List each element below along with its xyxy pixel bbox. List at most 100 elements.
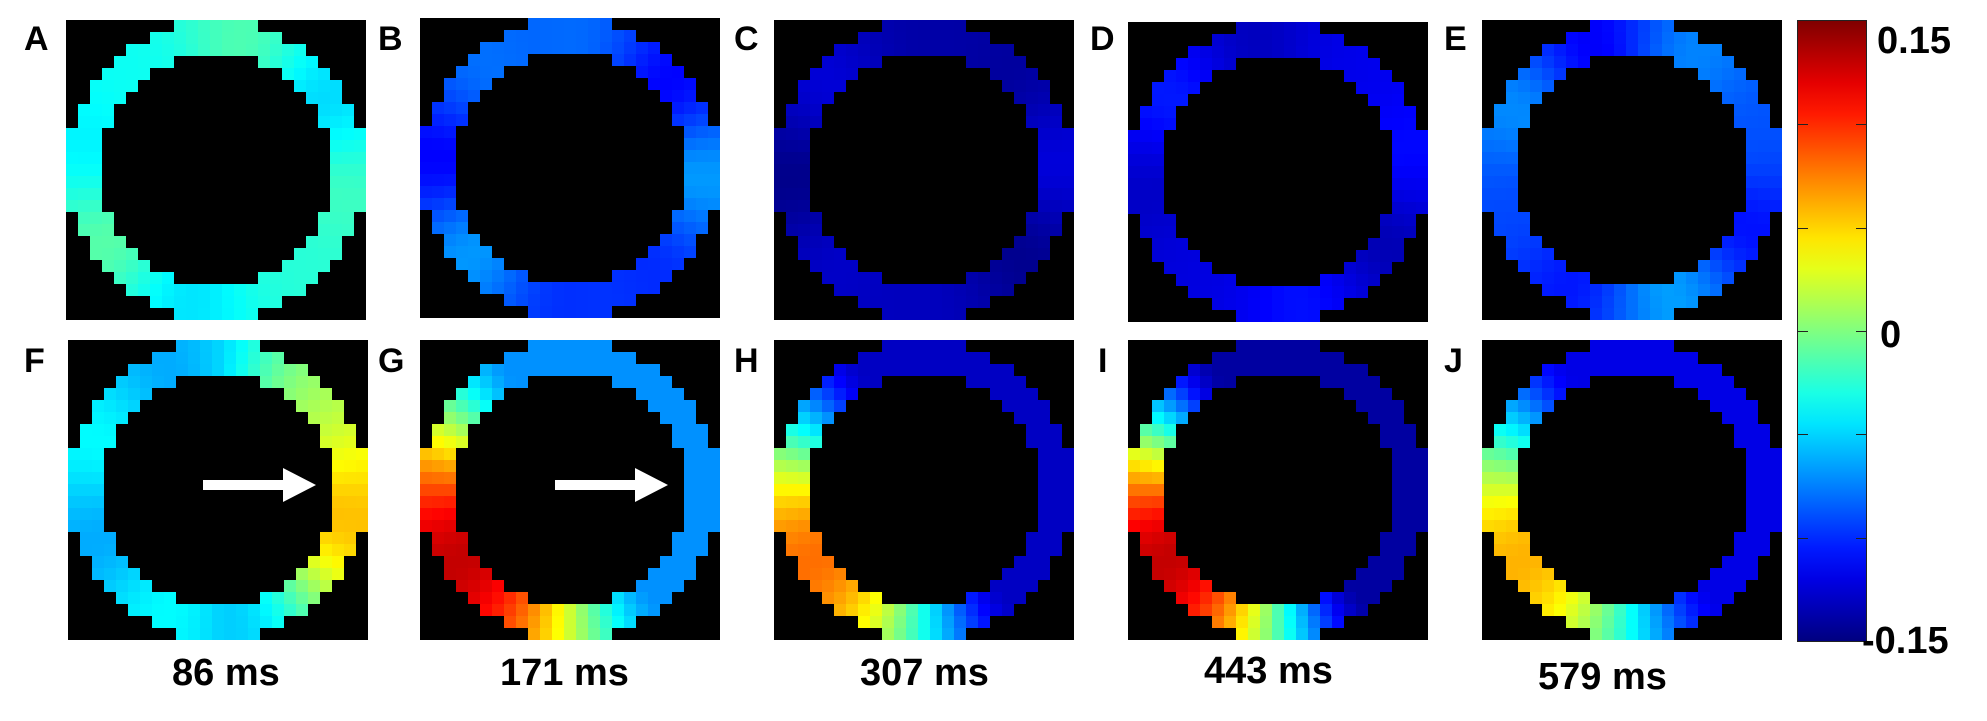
ring-pixel [684,532,696,544]
ring-pixel [234,308,246,320]
ring-pixel [420,126,432,138]
ring-pixel [1152,250,1164,262]
ring-pixel [320,412,332,424]
ring-pixel [1152,496,1164,508]
ring-pixel [1062,508,1074,520]
ring-pixel [176,628,188,640]
ring-pixel [846,260,858,272]
ring-pixel [1482,472,1494,484]
ring-pixel [1002,248,1014,260]
ring-pixel [822,400,834,412]
ring-pixel [270,296,282,308]
ring-pixel [444,78,456,90]
ring-pixel [1614,340,1626,352]
ring-pixel [1344,58,1356,70]
ring-pixel [870,352,882,364]
ring-pixel [1344,286,1356,298]
ring-pixel [648,282,660,294]
ring-pixel [810,388,822,400]
ring-pixel [1734,532,1746,544]
ring-pixel [648,246,660,258]
ring-pixel [1530,580,1542,592]
ring-pixel [420,508,432,520]
ring-pixel [1128,496,1140,508]
ring-pixel [708,138,720,150]
ring-pixel [272,592,284,604]
ring-pixel [810,92,822,104]
ring-pixel [342,224,354,236]
ring-pixel [1224,352,1236,364]
ring-pixel [1674,32,1686,44]
ring-pixel [1650,616,1662,628]
ring-pixel [822,580,834,592]
ring-pixel [1626,296,1638,308]
ring-pixel [1026,568,1038,580]
ring-pixel [1554,44,1566,56]
ring-pixel [1152,214,1164,226]
ring-pixel [1542,68,1554,80]
ring-pixel [1638,284,1650,296]
ring-pixel [1062,164,1074,176]
ring-pixel [516,376,528,388]
ring-pixel [188,628,200,640]
ring-pixel [858,376,870,388]
ring-pixel [1518,556,1530,568]
ring-pixel [1368,274,1380,286]
ring-pixel [774,128,786,140]
ring-pixel [576,294,588,306]
ring-pixel [356,520,368,532]
ring-pixel [672,532,684,544]
ring-pixel [356,496,368,508]
ring-pixel [480,604,492,616]
ring-pixel [68,520,80,532]
ring-pixel [1038,248,1050,260]
ring-pixel [1296,46,1308,58]
panel-label-i: I [1098,342,1108,380]
ring-pixel [126,68,138,80]
ring-pixel [600,340,612,352]
ring-pixel [846,364,858,376]
ring-pixel [1200,70,1212,82]
ring-pixel [978,592,990,604]
ring-pixel [176,340,188,352]
ring-pixel [432,544,444,556]
ring-pixel [918,364,930,376]
ring-pixel [1002,80,1014,92]
ring-pixel [1140,544,1152,556]
ring-pixel [564,42,576,54]
ring-pixel [78,188,90,200]
ring-pixel [648,258,660,270]
ring-pixel [138,284,150,296]
ring-pixel [1506,556,1518,568]
ring-pixel [492,54,504,66]
ring-pixel [78,224,90,236]
ring-pixel [198,296,210,308]
ring-pixel [296,400,308,412]
ring-pixel [1566,604,1578,616]
ring-pixel [1746,188,1758,200]
ring-pixel [342,152,354,164]
ring-pixel [624,616,636,628]
ring-pixel [786,188,798,200]
ring-pixel [1062,140,1074,152]
ring-pixel [798,200,810,212]
ring-pixel [1224,298,1236,310]
ring-pixel [1518,532,1530,544]
ring-pixel [126,248,138,260]
ring-pixel [174,32,186,44]
ring-pixel [1758,460,1770,472]
ring-pixel [224,604,236,616]
ring-pixel [1722,248,1734,260]
ring-pixel [1518,436,1530,448]
ring-pixel [444,198,456,210]
ring-pixel [810,400,822,412]
ring-pixel [332,412,344,424]
ring-pixel [104,556,116,568]
ring-pixel [284,388,296,400]
ring-pixel [1626,616,1638,628]
ring-pixel [774,508,786,520]
ring-pixel [1530,248,1542,260]
ring-pixel [1416,472,1428,484]
ring-pixel [140,364,152,376]
ring-pixel [444,150,456,162]
